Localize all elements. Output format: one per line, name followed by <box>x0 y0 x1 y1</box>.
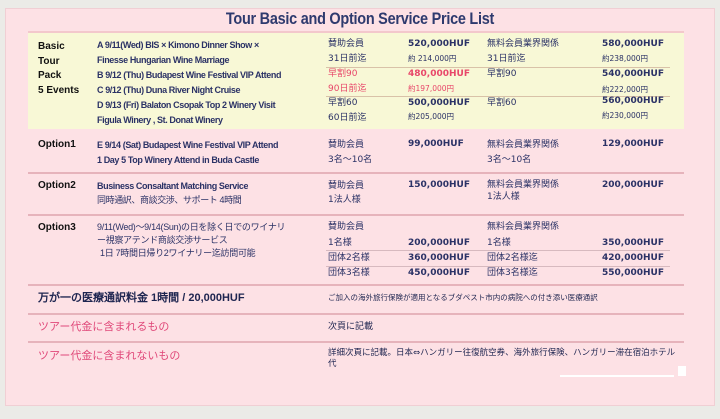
basic-free-yen: 約238,000円 <box>602 54 649 63</box>
option3-member-price: 360,000HUF <box>408 253 470 263</box>
option2-label: Option2 <box>38 180 76 191</box>
option3-desc: 9/11(Wed)〜9/14(Sun)の日を除く日でのワイナリ ー視察アテンド商… <box>97 221 285 260</box>
early90-label: 早割90 <box>328 69 358 79</box>
basic-member-sub: 31日前迄 <box>328 54 367 64</box>
label-line: Tour <box>38 55 60 67</box>
free-sub: 3名〜10名 <box>487 155 532 165</box>
early60-sub: 60日前迄 <box>328 113 367 123</box>
basic-member-price: 520,000HUF <box>408 39 470 49</box>
included-label: ツアー代金に含まれるもの <box>38 320 170 333</box>
event-line: B 9/12 (Thu) Budapest Wine Festival VIP … <box>97 70 282 80</box>
early90-yen: 約197,000円 <box>408 84 455 93</box>
basic-free-price: 580,000HUF <box>602 39 664 49</box>
early90-price: 480,000HUF <box>408 69 470 79</box>
included-value: 次頁に記載 <box>328 322 374 332</box>
label-line: Basic <box>38 41 65 52</box>
member-sub: 1法人様 <box>328 195 361 205</box>
not-included-label: ツアー代金に含まれないもの <box>38 349 181 362</box>
option3-member-price: 200,000HUF <box>408 238 470 248</box>
option1-free-price: 129,000HUF <box>602 139 664 149</box>
option3-member-label: 賛助会員 <box>328 222 365 232</box>
option3-free-tier: 団体2名様迄 <box>487 253 538 263</box>
desc-line: ー視察アテンド商談交渉サービス <box>97 235 228 245</box>
desc-line: Business Consaltant Matching Service <box>97 181 249 191</box>
early60-free-price: 560,000HUF <box>602 96 664 106</box>
member-label: 賛助会員 <box>328 140 365 150</box>
option2-member-price: 150,000HUF <box>408 180 470 190</box>
early90-free-label: 早割90 <box>487 69 517 79</box>
option1-member: 賛助会員 3名〜10名 <box>328 138 372 168</box>
option2-free-price: 200,000HUF <box>602 180 664 190</box>
free-sub: 1法人様 <box>487 192 520 202</box>
option1-member-price: 99,000HUF <box>408 139 464 149</box>
basic-free-sub: 31日前迄 <box>487 54 526 64</box>
not-included-value: 詳細次頁に記載。日本⇔ハンガリー往復航空券、海外旅行保険、ハンガリー滞在宿泊ホテ… <box>328 348 676 369</box>
event-line: C 9/12 (Thu) Duna River Night Cruise <box>97 85 241 95</box>
free-label: 無料会員業界関係 <box>487 180 560 190</box>
option3-free-price: 350,000HUF <box>602 238 664 248</box>
desc-line: E 9/14 (Sat) Budapest Wine Festival VIP … <box>97 140 279 150</box>
early60-price: 500,000HUF <box>408 98 470 108</box>
event-line: D 9/13 (Fri) Balaton Csopak Top 2 Winery… <box>97 100 276 110</box>
basic-label: Basic Tour Pack 5 Events <box>38 40 79 98</box>
early60-free-label: 早割60 <box>487 98 517 108</box>
option3-member-price: 450,000HUF <box>408 268 470 278</box>
divider <box>560 375 674 377</box>
option3-free-label: 無料会員業界関係 <box>487 222 560 232</box>
option2-free: 無料会員業界関係 1法人様 <box>487 179 559 203</box>
early90-free-yen: 約222,000円 <box>602 85 649 94</box>
label-line: Pack <box>38 70 62 81</box>
early90-sub: 90日前迄 <box>328 84 367 94</box>
option2-desc: Business Consaltant Matching Service 同時通… <box>97 179 248 207</box>
free-label: 無料会員業界関係 <box>487 140 560 150</box>
option3-free-price: 550,000HUF <box>602 268 664 278</box>
early60-free-yen: 約230,000円 <box>602 111 649 120</box>
option1-desc: E 9/14 (Sat) Budapest Wine Festival VIP … <box>97 138 278 168</box>
basic-events: A 9/11(Wed) BIS × Kimono Dinner Show × F… <box>97 38 281 128</box>
option3-member-tier: 団体2名様 <box>328 253 370 263</box>
option1-free: 無料会員業界関係 3名〜10名 <box>487 138 559 168</box>
member-label: 賛助会員 <box>328 181 365 191</box>
label-line: 5 Events <box>38 84 80 96</box>
page-title: Tour Basic and Option Service Price List <box>225 9 495 28</box>
event-line: Figula Winery , St. Donat Winery <box>97 115 223 125</box>
option3-free-tier: 団体3名様迄 <box>487 268 538 278</box>
option3-free-price: 420,000HUF <box>602 253 664 263</box>
medical-interpretation-note: ご加入の海外旅行保険が適用となるブダペスト市内の病院への付き添い医療通訳 <box>328 293 598 302</box>
member-sub: 3名〜10名 <box>328 155 373 165</box>
option2-member: 賛助会員 1法人様 <box>328 179 364 207</box>
early90-free-price: 540,000HUF <box>602 69 664 79</box>
option3-member-tier: 1名様 <box>328 238 352 248</box>
desc-line: 1 Day 5 Top Winery Attend in Buda Castle <box>97 155 259 165</box>
option1-label: Option1 <box>38 139 76 150</box>
divider <box>678 366 686 376</box>
option3-member-tier: 団体3名様 <box>328 268 370 278</box>
early60-yen: 約205,000円 <box>408 112 455 121</box>
option3-label: Option3 <box>38 222 76 233</box>
basic-free-label: 無料会員業界関係 <box>487 39 560 49</box>
desc-line: 9/11(Wed)〜9/14(Sun)の日を除く日でのワイナリ <box>97 222 286 232</box>
early60-label: 早割60 <box>328 98 358 108</box>
event-line: A 9/11(Wed) BIS × Kimono Dinner Show × <box>97 40 259 50</box>
basic-member-label: 賛助会員 <box>328 39 365 49</box>
event-line: Finesse Hungarian Wine Marriage <box>97 55 230 65</box>
basic-member-yen: 約 214,000円 <box>408 54 457 63</box>
option3-free-tier: 1名様 <box>487 238 511 248</box>
desc-line: 1日 7時間日帰り2ワイナリー迄訪問可能 <box>100 248 256 258</box>
medical-interpretation-label: 万が一の医療通訳料金 1時間 / 20,000HUF <box>38 292 245 304</box>
basic-pack-section <box>28 31 684 129</box>
desc-line: 同時通訳、商談交渉、サポート 4時間 <box>97 195 242 205</box>
